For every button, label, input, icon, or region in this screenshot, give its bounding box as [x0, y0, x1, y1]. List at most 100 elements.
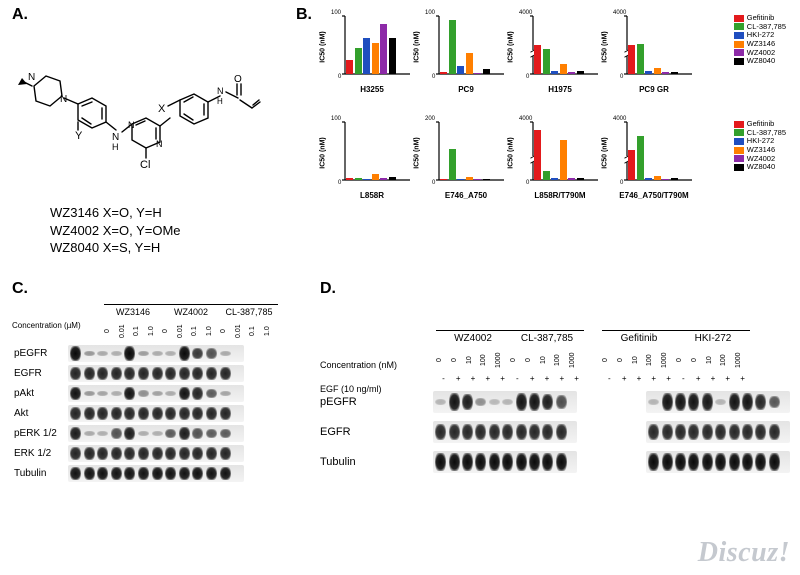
band [742, 453, 753, 471]
band [84, 447, 95, 460]
y-min: 0 [526, 180, 529, 186]
blot-strip [433, 421, 577, 443]
conc-label-c: Concentration (µM) [12, 321, 81, 330]
drug-header-d: WZ4002 CL-387,785 Gefitinib HKI-272 [436, 330, 790, 344]
bar-chart: IC50 (nM)1000L858R [330, 118, 414, 188]
value: 10 [706, 348, 721, 372]
band [192, 367, 203, 380]
band [449, 424, 460, 440]
band [179, 346, 190, 360]
bar [662, 179, 669, 180]
band [662, 393, 673, 411]
blot-strip [68, 345, 244, 362]
bar [474, 179, 481, 180]
blot-strip [68, 465, 244, 482]
value: 10 [466, 348, 481, 372]
band [84, 467, 95, 481]
legend-item: WZ8040 [734, 163, 786, 172]
bar [363, 38, 370, 74]
y-axis-label: IC50 (nM) [508, 137, 515, 169]
band [206, 348, 217, 358]
band [111, 428, 122, 438]
bars [534, 124, 596, 180]
value: + [540, 374, 555, 383]
band [516, 424, 527, 440]
band [769, 424, 780, 440]
bars [534, 18, 596, 74]
band [84, 391, 95, 397]
band [715, 399, 726, 405]
blot-strip [646, 421, 790, 443]
chart-row-2: IC50 (nM)1000L858RIC50 (nM)2000E746_A750… [330, 118, 786, 188]
panel-a-label: A. [12, 6, 272, 24]
band [84, 351, 95, 357]
value: + [632, 374, 647, 383]
legend-bottom: GefitinibCL-387,785HKI-272WZ3146WZ4002WZ… [734, 120, 786, 172]
band [556, 424, 567, 440]
blot-row: ERK 1/2 [14, 445, 302, 462]
band [165, 391, 176, 395]
panel-c-label: C. [12, 280, 302, 298]
blot-row: EGFR [320, 421, 790, 443]
bar [389, 177, 396, 180]
band [516, 393, 527, 411]
chart-title: H3255 [330, 85, 414, 94]
band [742, 393, 753, 411]
blot-label: Tubulin [14, 468, 68, 479]
bar-chart: IC50 (nM)40000PC9 GR [612, 12, 696, 82]
band [489, 399, 500, 404]
band [662, 424, 673, 440]
blot-strip [68, 445, 244, 462]
band [152, 391, 163, 396]
bar [654, 176, 661, 180]
drug-c-3: CL-387,785 [220, 304, 278, 317]
chart-title: PC9 [424, 85, 508, 94]
band [206, 389, 217, 399]
blot-row: pERK 1/2 [14, 425, 302, 442]
band [165, 367, 176, 380]
band [124, 427, 135, 440]
band [529, 453, 540, 471]
blot-strip [433, 451, 577, 473]
bar [457, 66, 464, 74]
blot-row: Tubulin [14, 465, 302, 482]
bars [628, 124, 690, 180]
band [152, 447, 163, 460]
legend-swatch [734, 138, 744, 145]
band [138, 467, 149, 481]
band [489, 453, 500, 471]
band [97, 367, 108, 380]
value: 1000 [735, 348, 750, 372]
bar [628, 45, 635, 74]
bar [671, 178, 678, 180]
band [84, 431, 95, 436]
conc-value: 1.0 [264, 320, 279, 342]
bars [628, 18, 690, 74]
value: + [451, 374, 466, 383]
legend-swatch [734, 164, 744, 171]
conc-value: 0.1 [133, 320, 148, 342]
band [648, 399, 659, 405]
band [124, 447, 135, 460]
bar [457, 179, 464, 180]
bar [346, 60, 353, 74]
y-max: 200 [425, 116, 435, 122]
western-blot-c: WZ3146 WZ4002 CL-387,785 Concentration (… [14, 304, 302, 482]
bar-chart: IC50 (nM)1000H3255 [330, 12, 414, 82]
value: 10 [632, 348, 647, 372]
band [152, 431, 163, 435]
chart-title: E746_A750 [424, 191, 508, 200]
value: + [466, 374, 481, 383]
y-max: 100 [425, 10, 435, 16]
band [220, 467, 231, 481]
panel-c: C. WZ3146 WZ4002 CL-387,785 Concentratio… [12, 280, 302, 482]
blot-label: EGFR [320, 426, 381, 438]
bar [560, 64, 567, 74]
band [462, 424, 473, 440]
band [70, 387, 81, 401]
bar [534, 45, 541, 74]
band [702, 453, 713, 471]
conc-value: 0 [220, 320, 235, 342]
band [152, 467, 163, 481]
panel-d-label: D. [320, 280, 790, 298]
